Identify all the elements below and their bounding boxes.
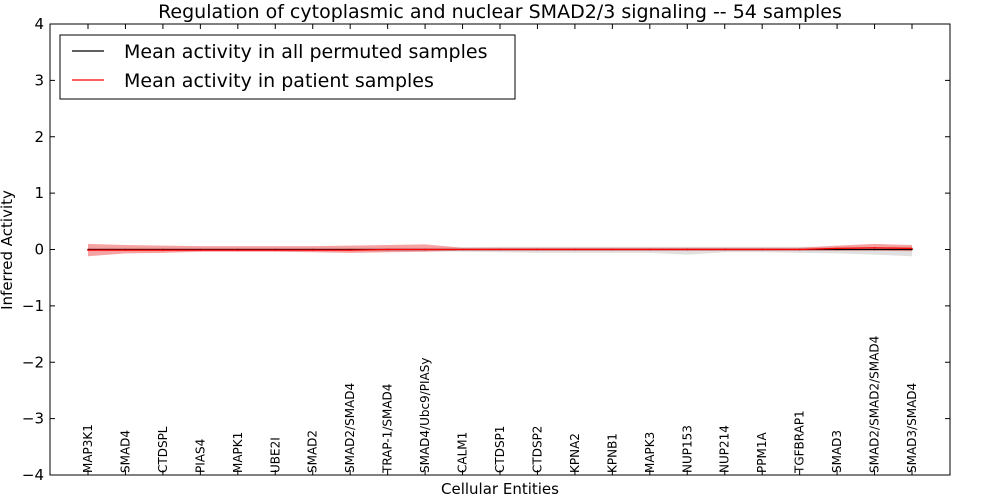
y-tick-label-8: −4	[22, 466, 44, 484]
legend-box	[59, 34, 516, 100]
x-tick-label-20: SMAD3	[830, 430, 844, 473]
x-tick-label-6: SMAD2	[306, 430, 320, 473]
series-lines	[87, 247, 913, 251]
point-series-1-4	[237, 249, 239, 251]
x-tick-label-5: UBE2I	[268, 437, 282, 473]
y-tick-label-2: 2	[34, 128, 44, 146]
x-tick-label-1: SMAD4	[118, 430, 132, 473]
point-series-1-16	[686, 248, 689, 251]
y-axis-label: Inferred Activity	[0, 190, 16, 310]
x-tick-label-11: CTDSP1	[493, 426, 507, 473]
x-tick-label-2: CTDSPL	[156, 426, 170, 473]
point-series-1-15	[649, 248, 651, 251]
point-series-1-10	[461, 248, 464, 251]
y-tick-label-7: −3	[22, 410, 44, 428]
point-series-1-20	[836, 247, 838, 250]
x-axis: MAP3K1 SMAD4 CTDSPL PIAS4 MAPK1 UBE2I SMAD2 SMA…	[81, 24, 919, 475]
x-tick-label-15: MAPK3	[643, 432, 657, 473]
point-series-0-21	[873, 248, 876, 251]
x-tick-label-13: KPNA2	[568, 433, 582, 473]
point-series-1-11	[499, 248, 501, 251]
point-series-1-21	[873, 247, 876, 249]
x-tick-label-0: MAP3K1	[81, 424, 95, 473]
legend: Mean activity in all permuted samples Me…	[59, 34, 516, 100]
x-tick-label-19: TGFBRAP1	[793, 410, 807, 474]
x-tick-label-3: PIAS4	[193, 439, 207, 473]
y-tick-label-0: 4	[34, 15, 44, 33]
x-axis-label: Cellular Entities	[441, 480, 559, 498]
x-tick-label-12: CTDSP2	[530, 426, 544, 473]
y-tick-label-1: 3	[34, 71, 44, 89]
point-series-1-18	[761, 248, 763, 251]
x-tick-label-7: SMAD2/SMAD4	[343, 383, 357, 473]
point-series-1-22	[911, 247, 913, 250]
point-series-1-0	[87, 249, 89, 251]
x-tick-label-18: PPM1A	[755, 432, 769, 473]
point-series-1-13	[574, 248, 576, 251]
point-series-1-17	[723, 248, 726, 251]
chart-title: Regulation of cytoplasmic and nuclear SM…	[158, 1, 842, 23]
point-series-1-6	[311, 249, 314, 251]
y-axis: 4 3 2 1 0 −1 −2 −3 −4	[22, 15, 950, 484]
point-series-1-19	[798, 248, 801, 251]
x-tick-label-14: KPNB1	[605, 433, 619, 473]
point-series-1-12	[536, 248, 539, 251]
x-tick-label-9: SMAD4/Ubc9/PIASy	[418, 358, 432, 473]
y-tick-label-4: 0	[34, 241, 44, 259]
x-tick-label-10: CALM1	[456, 432, 470, 473]
point-series-1-3	[199, 249, 202, 251]
point-series-0-20	[836, 248, 838, 251]
point-series-1-14	[611, 248, 614, 251]
point-series-1-7	[349, 249, 352, 251]
x-tick-label-17: NUP214	[718, 425, 732, 473]
point-series-1-5	[274, 249, 277, 251]
x-tick-label-8: TRAP-1/SMAD4	[381, 384, 395, 474]
legend-label-patient: Mean activity in patient samples	[124, 70, 434, 92]
y-tick-label-6: −2	[22, 353, 44, 371]
legend-label-permuted: Mean activity in all permuted samples	[124, 41, 487, 63]
point-series-1-2	[162, 249, 164, 251]
x-tick-label-16: NUP153	[680, 425, 694, 473]
x-tick-label-4: MAPK1	[231, 432, 245, 473]
y-tick-label-5: −1	[22, 297, 44, 315]
point-series-1-8	[386, 248, 389, 251]
point-series-1-9	[424, 248, 426, 251]
y-tick-label-3: 1	[34, 184, 44, 202]
x-tick-label-21: SMAD2/SMAD2/SMAD4	[868, 336, 882, 473]
x-tick-label-22: SMAD3/SMAD4	[905, 383, 919, 473]
point-series-0-22	[911, 248, 913, 251]
point-series-1-1	[124, 249, 127, 251]
